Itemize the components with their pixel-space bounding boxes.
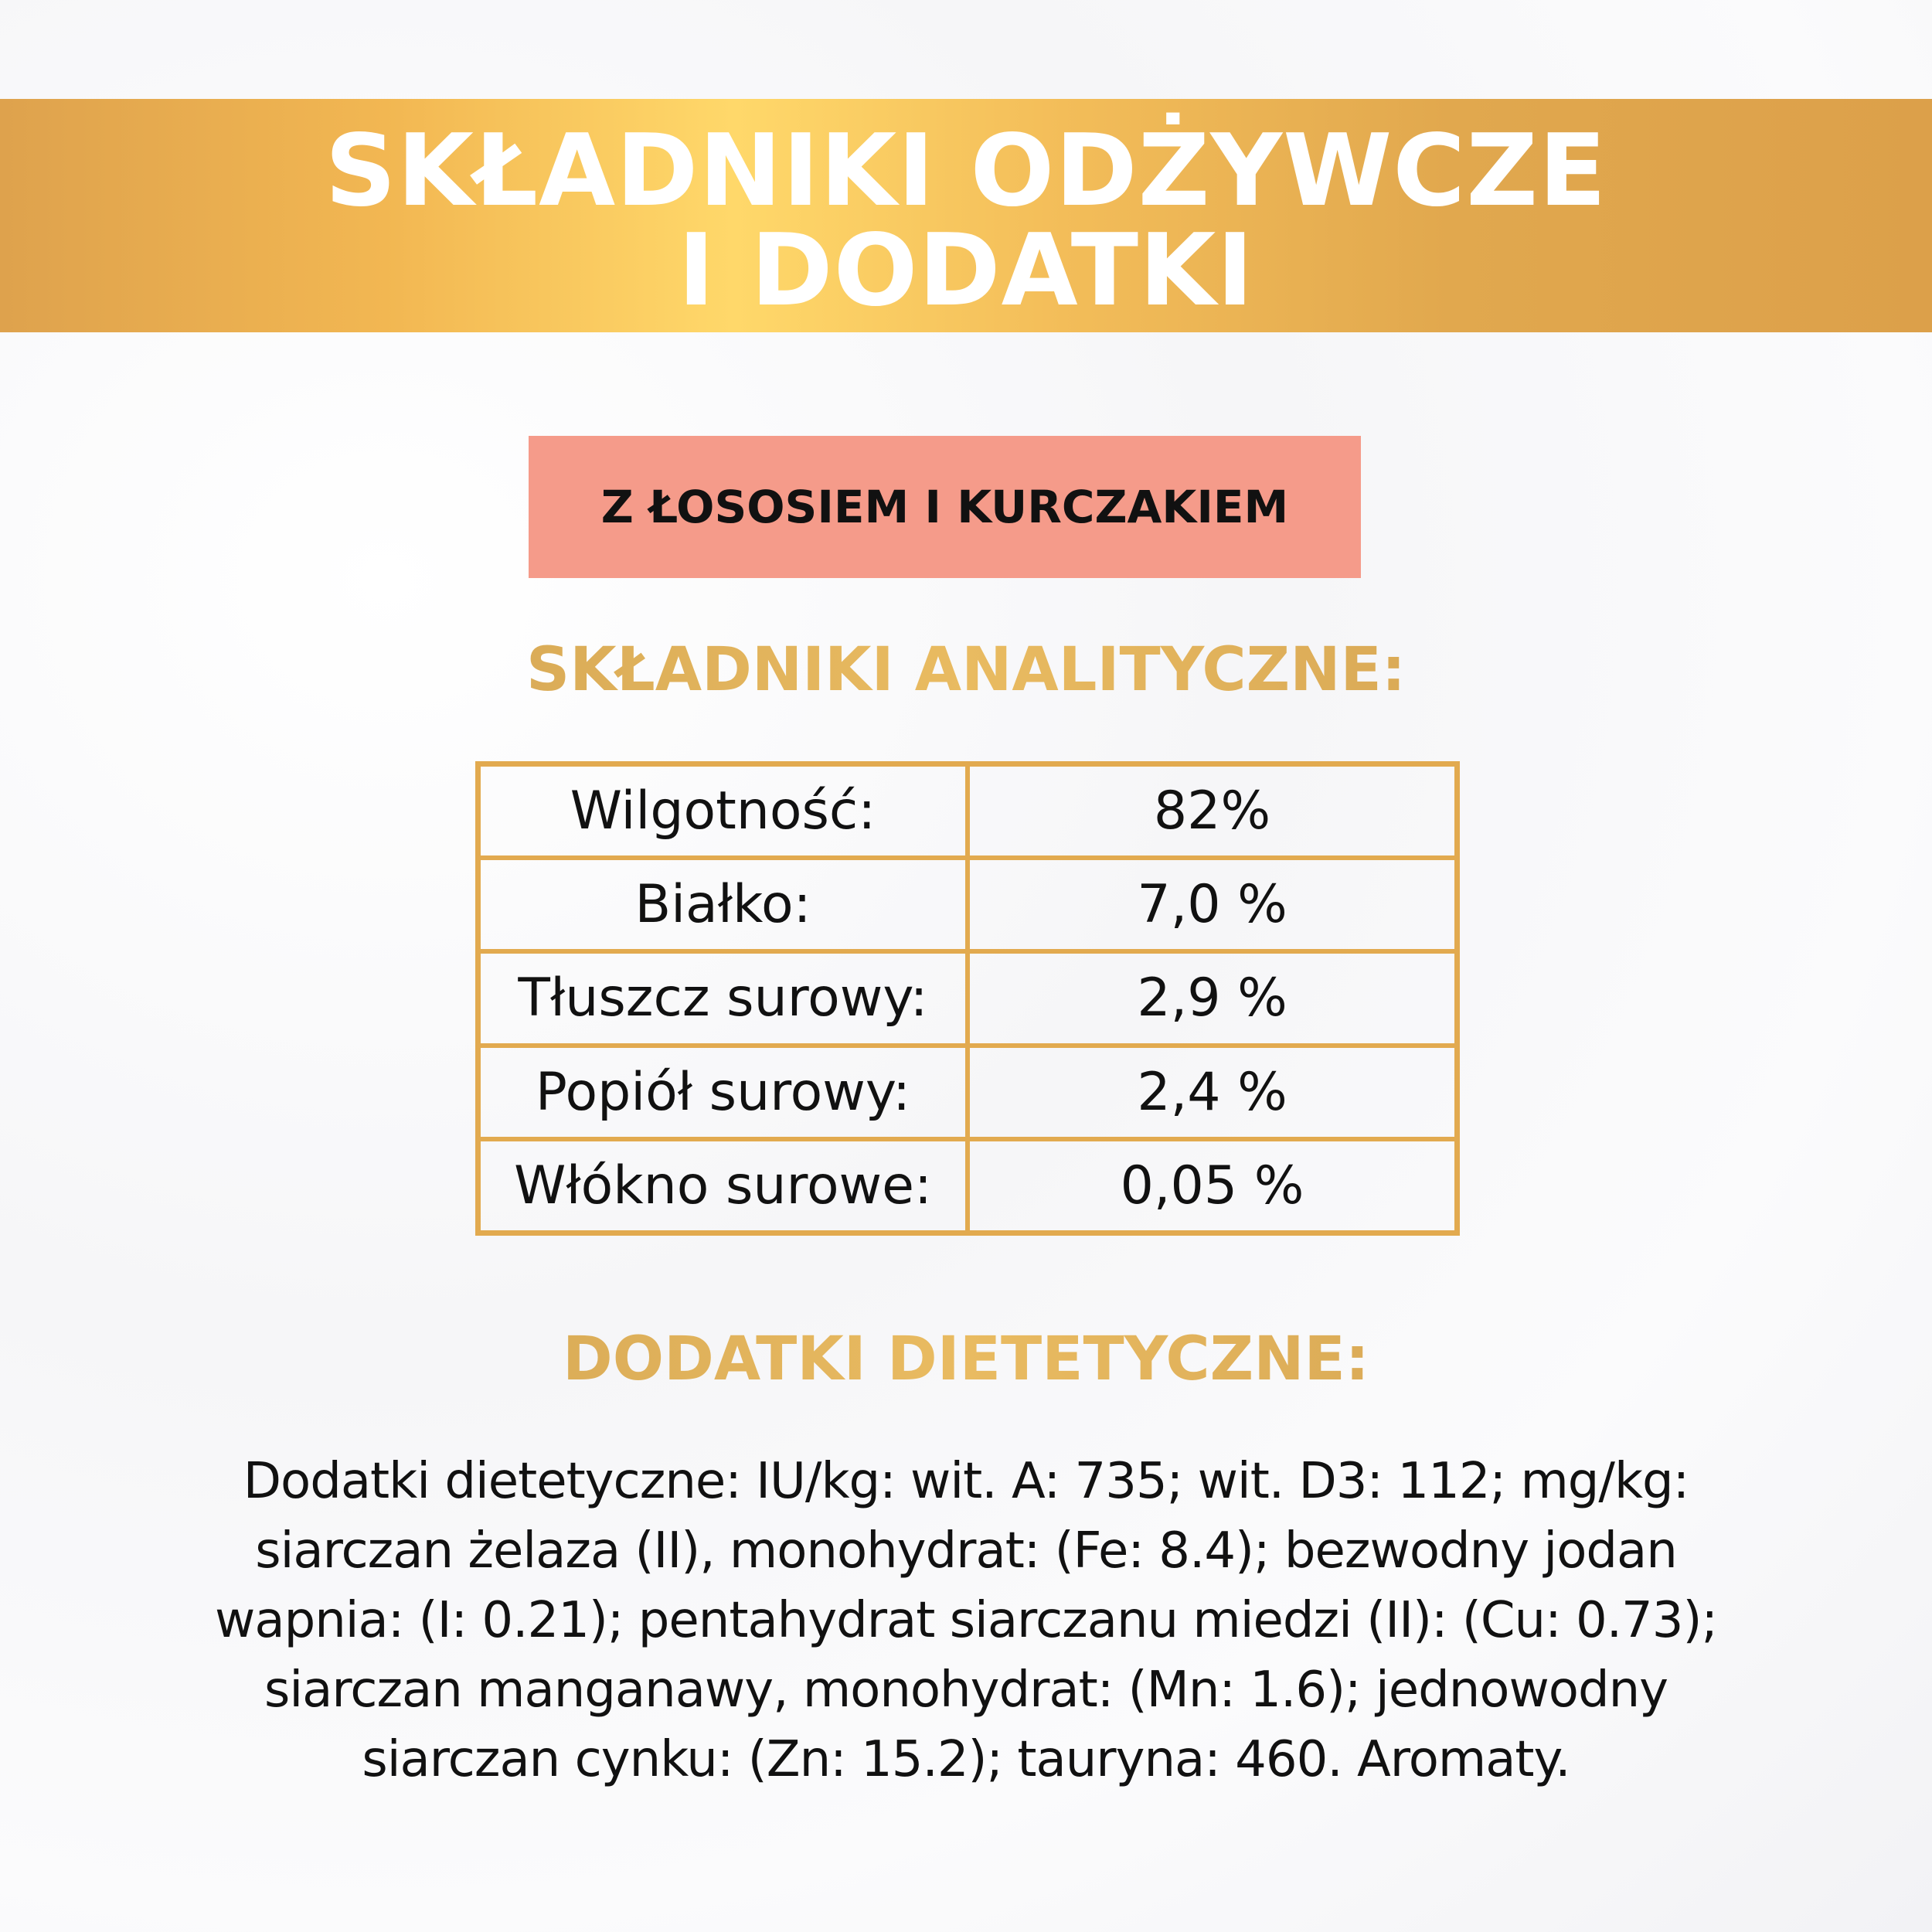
row-label: Białko: [475,855,970,954]
additives-line: siarczan żelaza (II), monohydrat: (Fe: 8… [255,1522,1678,1580]
table-row: Popiół surowy: 2,4 % [475,1043,1460,1141]
additives-line: siarczan manganawy, monohydrat: (Mn: 1.6… [264,1662,1668,1719]
additives-paragraph: Dodatki dietetyczne: IU/kg: wit. A: 735;… [0,1447,1932,1794]
table-row: Włókno surowe: 0,05 % [475,1136,1460,1236]
row-value: 82% [965,761,1460,861]
row-value: 0,05 % [965,1136,1460,1236]
row-value: 7,0 % [965,855,1460,954]
variant-label: Z ŁOSOSIEM I KURCZAKIEM [529,436,1361,578]
additives-line: wapnia: (I: 0.21); pentahydrat siarczanu… [215,1592,1718,1649]
row-label: Popiół surowy: [475,1043,970,1141]
table-row: Białko: 7,0 % [475,855,1460,954]
row-label: Włókno surowe: [475,1136,970,1236]
additives-heading: DODATKI DIETETYCZNE: [0,1325,1932,1394]
additives-line: Dodatki dietetyczne: IU/kg: wit. A: 735;… [243,1453,1689,1510]
analytical-heading: SKŁADNIKI ANALITYCZNE: [0,635,1932,705]
title-banner [0,99,1932,332]
table-row: Tłuszcz surowy: 2,9 % [475,949,1460,1048]
additives-line: siarczan cynku: (Zn: 15.2); tauryna: 460… [362,1731,1570,1788]
page-title-line2: I DODATKI [678,213,1254,328]
analytical-table: Wilgotność: 82% Białko: 7,0 % Tłuszcz suro… [475,761,1460,1236]
row-value: 2,4 % [965,1043,1460,1141]
table-row: Wilgotność: 82% [475,761,1460,861]
row-label: Wilgotność: [475,761,970,861]
row-value: 2,9 % [965,949,1460,1048]
page-title-line1: SKŁADNIKI ODŻYWCZE [325,114,1607,229]
variant-text: Z ŁOSOSIEM I KURCZAKIEM [600,481,1289,533]
row-label: Tłuszcz surowy: [475,949,970,1048]
